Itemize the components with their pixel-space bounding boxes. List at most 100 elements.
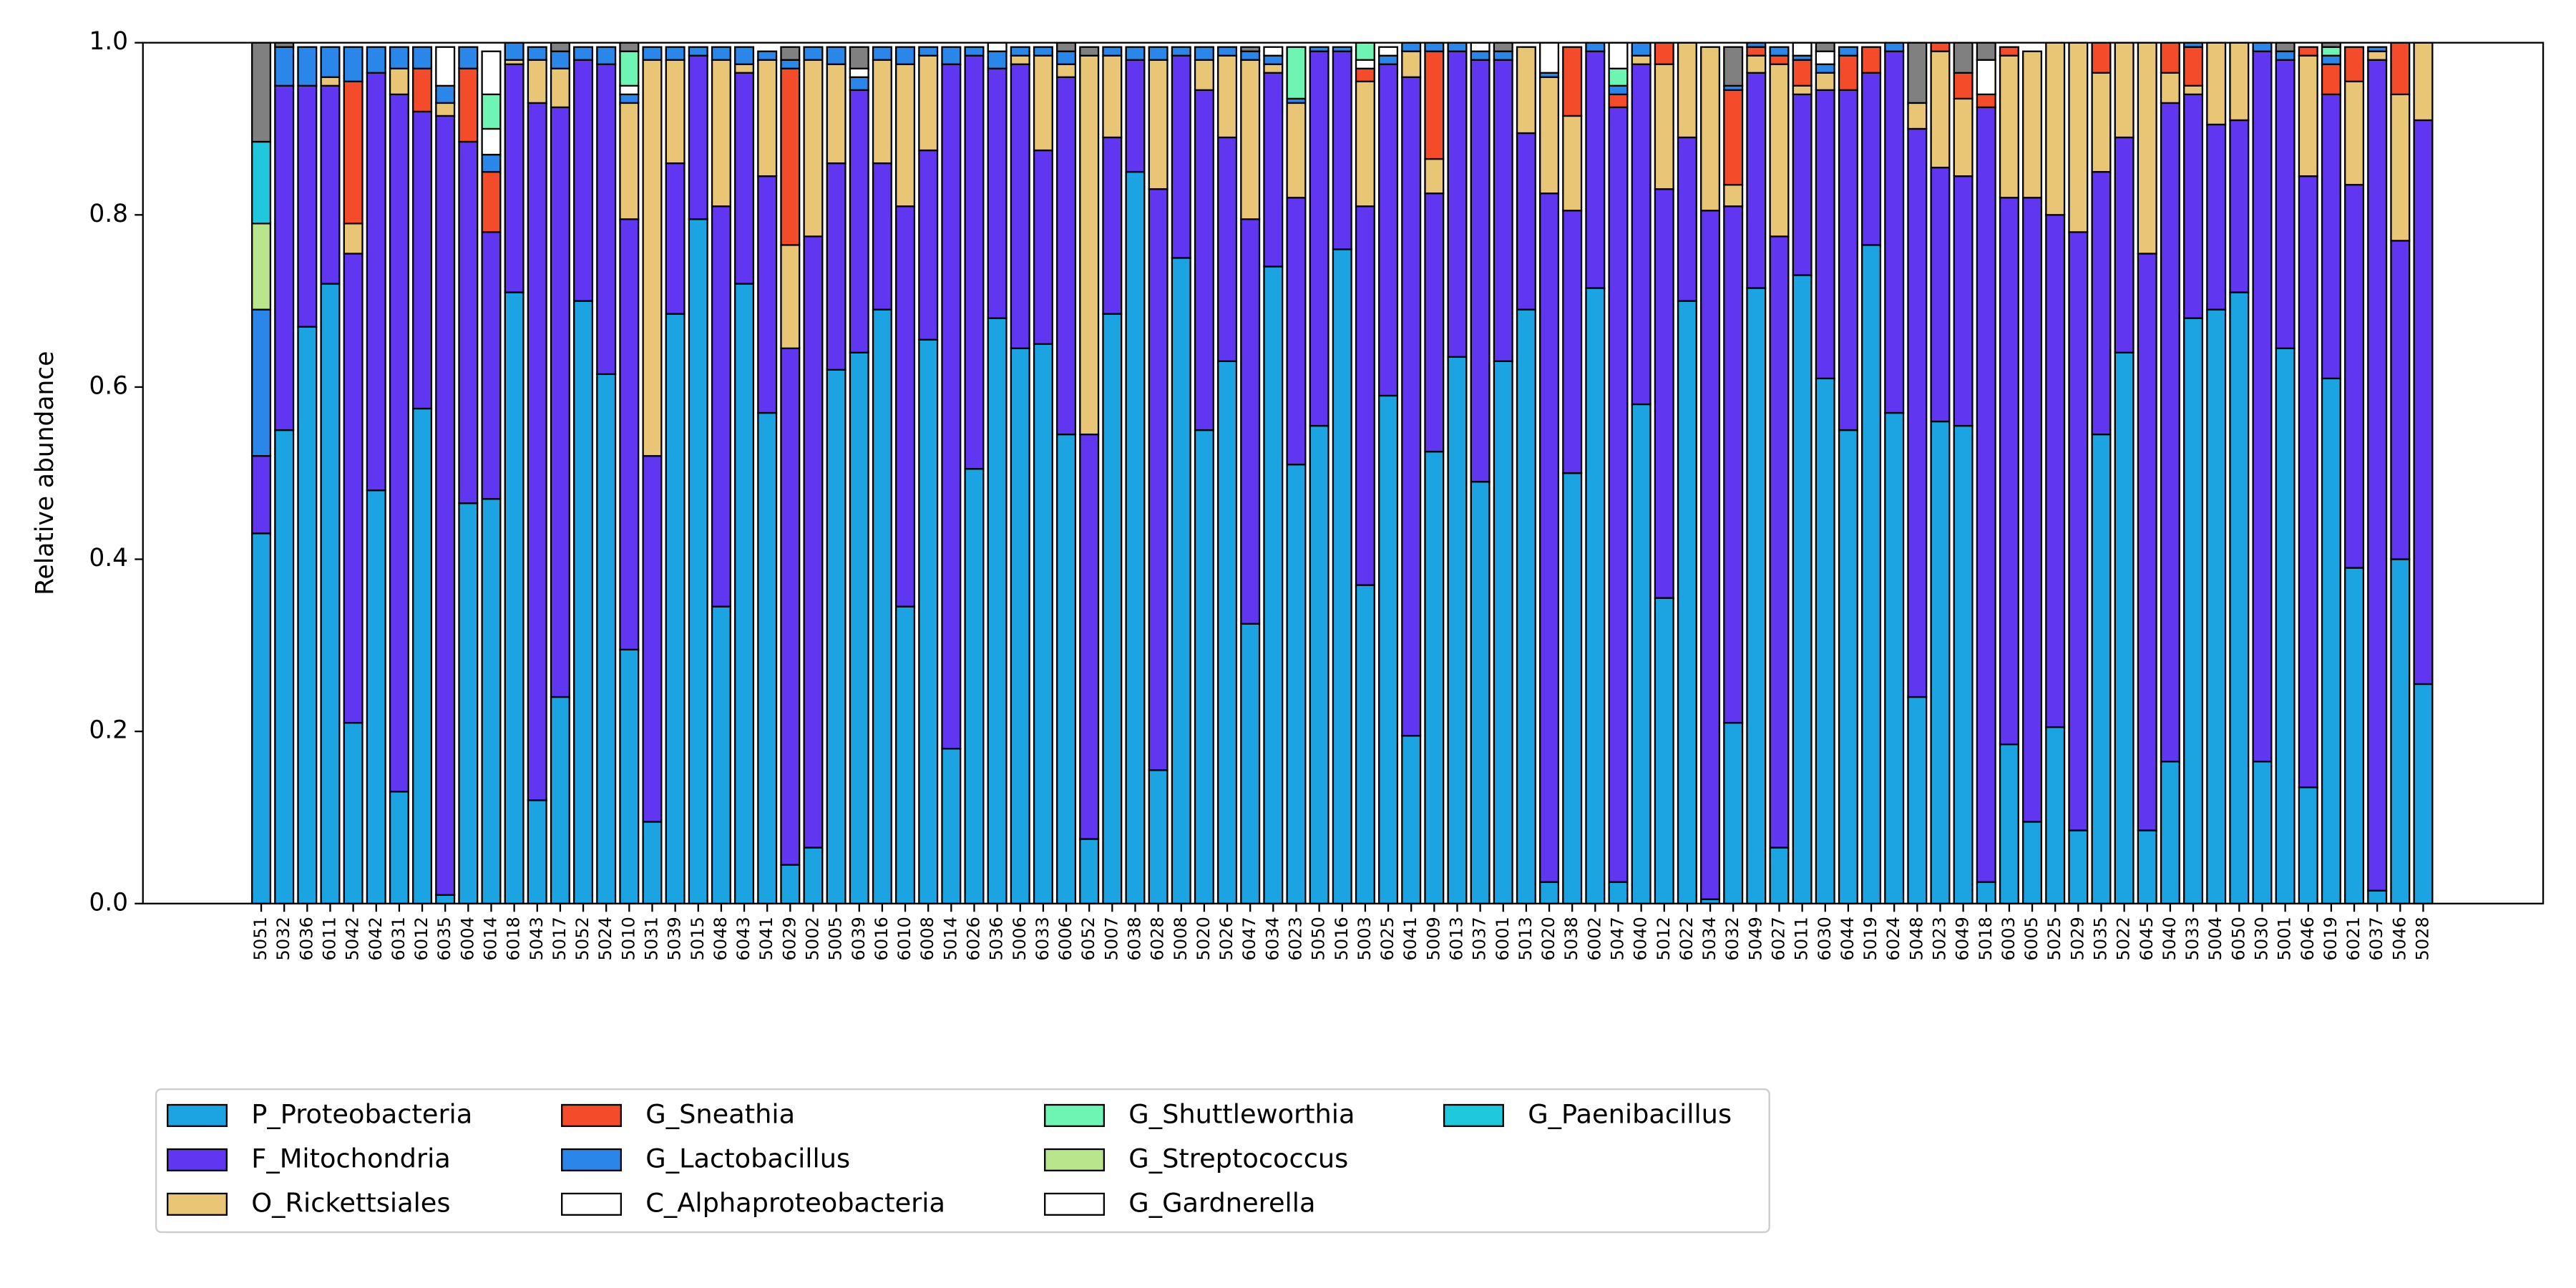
bar-segment	[1953, 424, 1974, 904]
bar-segment	[550, 696, 570, 904]
x-tick-label: 6050	[2228, 917, 2248, 960]
x-tick-label: 6042	[366, 917, 386, 960]
bar-segment	[1033, 149, 1053, 345]
bar-segment	[826, 162, 847, 371]
legend-label: C_Alphaproteobacteria	[645, 1187, 945, 1218]
x-tick-label: 6030	[1815, 917, 1835, 960]
bar-segment	[297, 326, 318, 904]
x-tick-label: 5038	[1561, 917, 1581, 960]
x-tick-label: 5016	[1332, 917, 1352, 960]
bar-segment	[343, 80, 364, 225]
bar-segment	[1309, 50, 1330, 427]
bar-segment	[711, 59, 731, 208]
bar-segment	[481, 50, 502, 96]
x-tick-label: 5042	[343, 917, 363, 960]
bar-segment	[665, 313, 686, 904]
bar-segment	[435, 102, 456, 117]
bar-segment	[1424, 42, 1445, 52]
x-tick-label: 5007	[1101, 917, 1121, 960]
bar-segment	[2091, 433, 2112, 904]
bar-segment	[2413, 119, 2434, 686]
bar-segment	[2091, 42, 2112, 74]
bar-segment	[987, 42, 1008, 52]
bar-segment	[688, 218, 708, 904]
bar-segment	[895, 46, 916, 65]
bar-segment	[389, 93, 409, 793]
bar-segment	[2252, 50, 2273, 763]
bar-segment	[619, 218, 640, 650]
legend-label: G_Gardnerella	[1128, 1187, 1315, 1218]
x-tick-label: 6001	[1493, 917, 1513, 960]
x-tick-label: 5035	[2090, 917, 2110, 960]
bar-segment	[619, 102, 640, 220]
bar-segment	[2022, 50, 2043, 199]
bar-segment	[596, 63, 617, 376]
x-tick-label: 6046	[2298, 917, 2318, 960]
bar-segment	[481, 231, 502, 500]
x-tick-label: 5002	[802, 917, 822, 960]
bar-segment	[435, 46, 456, 87]
bar-segment	[987, 67, 1008, 319]
bar-segment	[1539, 76, 1560, 195]
bar-segment	[918, 338, 939, 904]
x-tick-label: 6049	[1953, 917, 1973, 960]
bar-segment	[1286, 46, 1307, 100]
x-tick-label: 6037	[2366, 917, 2386, 960]
bar-segment	[1056, 50, 1077, 65]
bar-segment	[1930, 42, 1951, 52]
bar-segment	[1608, 67, 1629, 87]
bar-segment	[2321, 93, 2341, 380]
bar-segment	[1907, 696, 1928, 904]
bar-segment	[2045, 42, 2066, 216]
legend-swatch	[1044, 1103, 1106, 1128]
bar-segment	[1079, 46, 1100, 57]
bar-segment	[435, 894, 456, 904]
bar-segment	[527, 102, 547, 801]
bar-segment	[1792, 59, 1813, 87]
bar-segment	[780, 46, 801, 61]
bar-segment	[1010, 54, 1030, 65]
bar-segment	[826, 369, 847, 904]
x-tick-label: 5026	[1216, 917, 1236, 960]
bar-segment	[1355, 42, 1375, 61]
bar-segment	[481, 498, 502, 904]
bar-segment	[780, 67, 801, 246]
x-tick-label: 6052	[1078, 917, 1098, 960]
bar-segment	[550, 42, 570, 52]
x-tick-label: 6002	[1584, 917, 1604, 960]
bar-segment	[2114, 136, 2135, 353]
bar-segment	[1102, 313, 1123, 904]
bar-segment	[1930, 50, 1951, 169]
x-tick-label: 5030	[2251, 917, 2271, 960]
bar-segment	[941, 63, 962, 750]
bar-segment	[1792, 274, 1813, 904]
x-tick-label: 5051	[250, 917, 270, 960]
bar-segment	[711, 605, 731, 904]
bar-segment	[987, 50, 1008, 69]
x-tick-label: 6024	[1883, 917, 1903, 960]
bar-segment	[2114, 351, 2135, 904]
bar-segment	[619, 84, 640, 96]
bar-segment	[1171, 46, 1191, 57]
legend-label: P_Proteobacteria	[251, 1098, 472, 1129]
bar-segment	[757, 50, 778, 61]
bar-segment	[2390, 558, 2411, 904]
bar-segment	[1401, 735, 1422, 904]
x-tick-label: 6023	[1285, 917, 1305, 960]
bar-segment	[1079, 838, 1100, 904]
y-tick-label: 1.0	[89, 27, 128, 56]
x-tick-label: 5052	[572, 917, 592, 960]
bar-segment	[1470, 50, 1491, 61]
bar-segment	[1700, 46, 1721, 212]
bar-segment	[1056, 42, 1077, 52]
bar-segment	[389, 791, 409, 904]
bar-segment	[343, 253, 364, 724]
bar-segment	[849, 67, 869, 78]
x-tick-label: 5005	[826, 917, 846, 960]
legend-label: G_Streptococcus	[1128, 1143, 1348, 1174]
bar-segment	[1608, 881, 1629, 904]
bar-segment	[1815, 72, 1835, 92]
bar-segment	[1447, 42, 1468, 52]
bar-segment	[2229, 42, 2250, 122]
